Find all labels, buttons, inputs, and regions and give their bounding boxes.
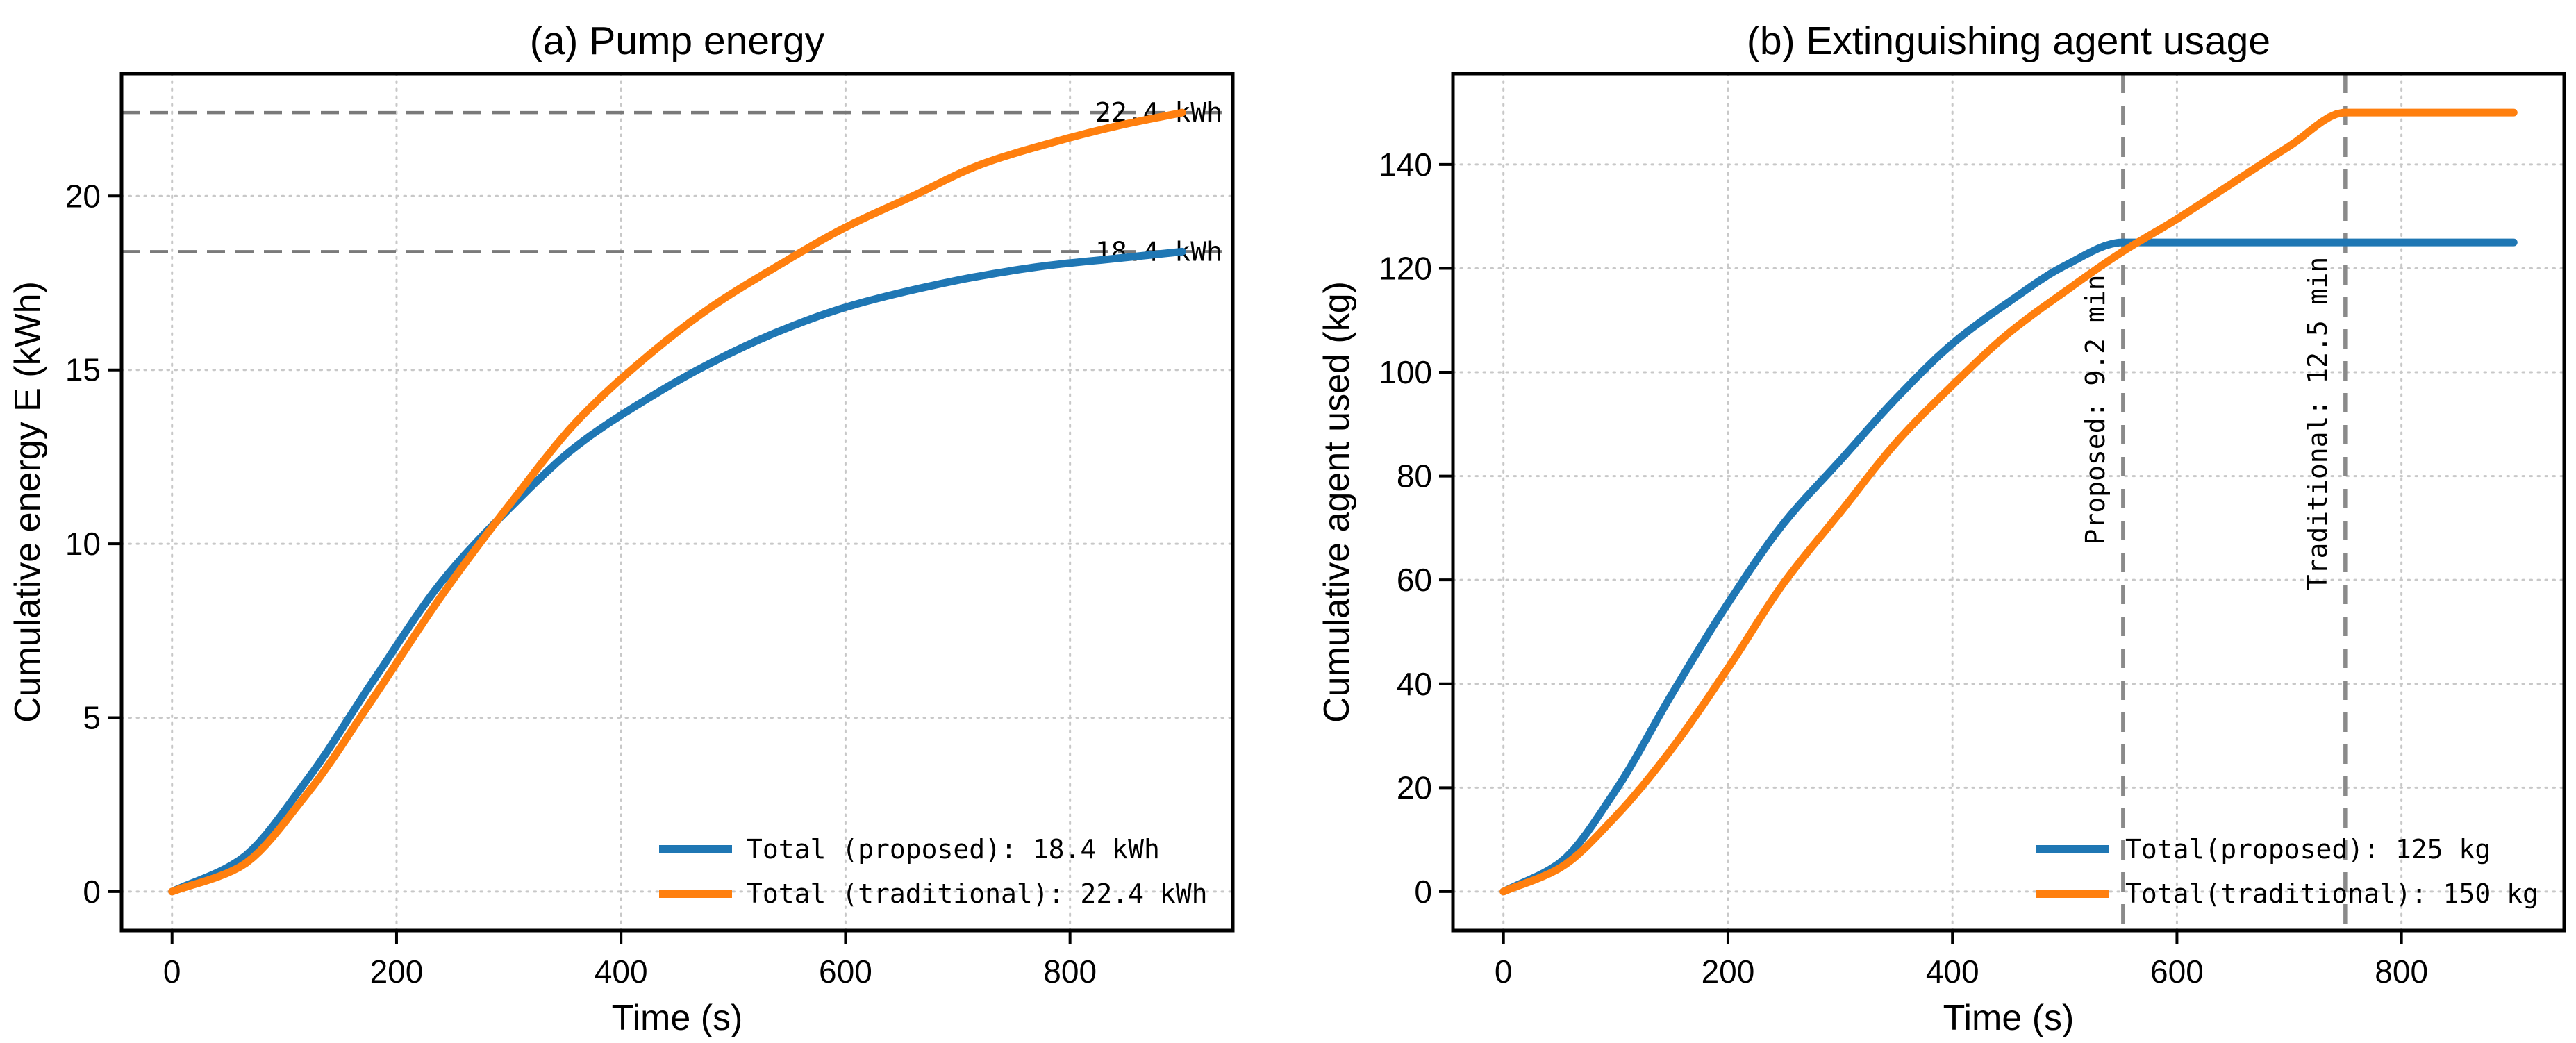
marker-label-agent-usage-1: Traditional: 12.5 min (2302, 257, 2333, 590)
x-tick-label: 0 (163, 953, 181, 990)
x-axis-label-agent-usage: Time (s) (1943, 998, 2075, 1038)
y-axis-label-agent-usage: Cumulative agent used (kg) (1317, 281, 1357, 723)
axes-spines-agent-usage (1451, 72, 2566, 933)
y-tick-label: 0 (1414, 874, 1432, 910)
y-tick-label: 20 (65, 178, 101, 214)
series-line-pump-energy-traditional (168, 108, 1186, 896)
y-tick-label: 60 (1397, 562, 1432, 598)
legend-pump-energy: Total (proposed): 18.4 kWh Total (traditi… (659, 834, 1207, 909)
legend-agent-usage: Total(proposed): 125 kg Total(traditional… (2036, 834, 2538, 909)
y-tick-label: 120 (1379, 250, 1432, 286)
x-tick-label: 400 (1926, 953, 1979, 990)
y-tick-label: 40 (1397, 666, 1432, 702)
legend-label-traditional: Total (traditional): 22.4 kWh (747, 878, 1207, 909)
x-tick-label: 0 (1495, 953, 1513, 990)
series-line-agent-usage-proposed (1499, 238, 2518, 896)
ticks-agent-usage (1439, 162, 2403, 944)
y-tick-label: 20 (1397, 769, 1432, 806)
series-line-agent-usage-traditional (1499, 108, 2518, 896)
x-tick-label: 600 (819, 953, 872, 990)
chart-agent-usage: Proposed: 9.2 min Traditional: 12.5 min 0 2… (1317, 19, 2566, 1038)
x-tick-label: 600 (2150, 953, 2204, 990)
y-tick-label: 0 (83, 874, 101, 910)
grid-pump-energy (120, 72, 1234, 932)
axes-spines-pump-energy (119, 72, 1235, 933)
legend-label-proposed: Total (proposed): 18.4 kWh (747, 834, 1160, 865)
x-tick-label: 800 (2375, 953, 2428, 990)
y-tick-label: 15 (65, 352, 101, 388)
y-axis-label-pump-energy: Cumulative energy E (kWh) (8, 281, 48, 723)
y-tick-label: 140 (1379, 147, 1432, 183)
grid-agent-usage (1452, 72, 2566, 932)
y-tick-label: 5 (83, 700, 101, 736)
x-tick-label: 400 (595, 953, 648, 990)
chart-title-pump-energy: (a) Pump energy (530, 19, 825, 63)
x-axis-label-pump-energy: Time (s) (612, 998, 743, 1038)
x-tick-label: 200 (370, 953, 424, 990)
x-tick-label: 200 (1702, 953, 1755, 990)
y-tick-label: 100 (1379, 354, 1432, 390)
marker-label-agent-usage-0: Proposed: 9.2 min (2080, 275, 2111, 545)
legend-label-proposed: Total(proposed): 125 kg (2125, 834, 2491, 865)
series-line-pump-energy-proposed (168, 247, 1186, 896)
y-tick-label: 10 (65, 526, 101, 562)
legend-label-traditional: Total(traditional): 150 kg (2125, 878, 2538, 909)
chart-title-agent-usage: (b) Extinguishing agent usage (1747, 19, 2270, 63)
ticks-pump-energy (108, 194, 1072, 944)
y-tick-label: 80 (1397, 458, 1432, 494)
x-tick-label: 800 (1043, 953, 1097, 990)
